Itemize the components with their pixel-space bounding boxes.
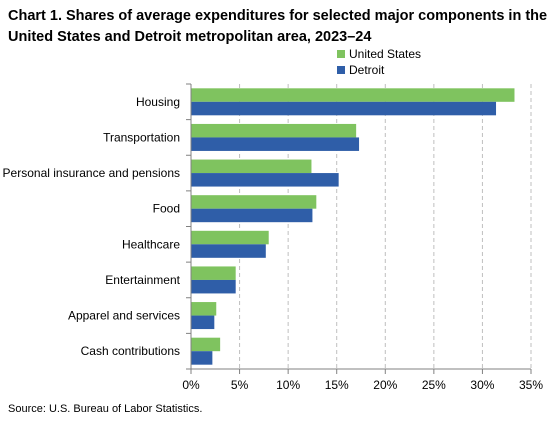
bar-detroit	[191, 351, 213, 365]
source-note: Source: U.S. Bureau of Labor Statistics.	[8, 403, 203, 415]
x-tick-label: 20%	[373, 378, 397, 392]
legend-item-united-states: United States	[337, 46, 421, 62]
x-tick-label: 15%	[325, 378, 349, 392]
bar-detroit	[191, 279, 236, 294]
x-tick-label: 25%	[422, 378, 446, 392]
category-label: Entertainment	[105, 273, 180, 287]
legend: United States Detroit	[337, 46, 421, 78]
bar-united-states	[191, 123, 357, 138]
x-tick-label: 35%	[519, 378, 543, 392]
category-label: Housing	[136, 95, 180, 109]
category-label: Food	[153, 202, 180, 216]
category-label: Cash contributions	[81, 344, 180, 358]
category-label: Transportation	[103, 130, 180, 144]
bar-united-states	[191, 266, 236, 280]
legend-item-detroit: Detroit	[337, 62, 421, 78]
x-tick-label: 5%	[231, 378, 249, 392]
legend-label-detroit: Detroit	[349, 63, 385, 77]
bar-detroit	[191, 101, 497, 116]
bar-united-states	[191, 337, 221, 352]
x-tick-label: 30%	[470, 378, 494, 392]
bar-united-states	[191, 88, 515, 102]
x-tick-label: 0%	[182, 378, 200, 392]
category-label: Apparel and services	[68, 309, 180, 323]
bar-united-states	[191, 195, 317, 209]
legend-swatch-united-states	[337, 50, 345, 58]
bar-detroit	[191, 137, 360, 151]
category-label: Personal insurance and pensions	[3, 166, 180, 180]
bar-detroit	[191, 315, 215, 330]
legend-swatch-detroit	[337, 66, 345, 74]
bar-united-states	[191, 302, 217, 316]
bar-united-states	[191, 159, 312, 174]
category-label: Healthcare	[122, 237, 180, 251]
x-tick-label: 10%	[276, 378, 300, 392]
bar-detroit	[191, 173, 339, 187]
bar-united-states	[191, 230, 269, 245]
bar-detroit	[191, 208, 313, 223]
chart-title: Chart 1. Shares of average expenditures …	[8, 8, 548, 45]
bar-detroit	[191, 244, 266, 258]
legend-label-united-states: United States	[349, 47, 422, 61]
